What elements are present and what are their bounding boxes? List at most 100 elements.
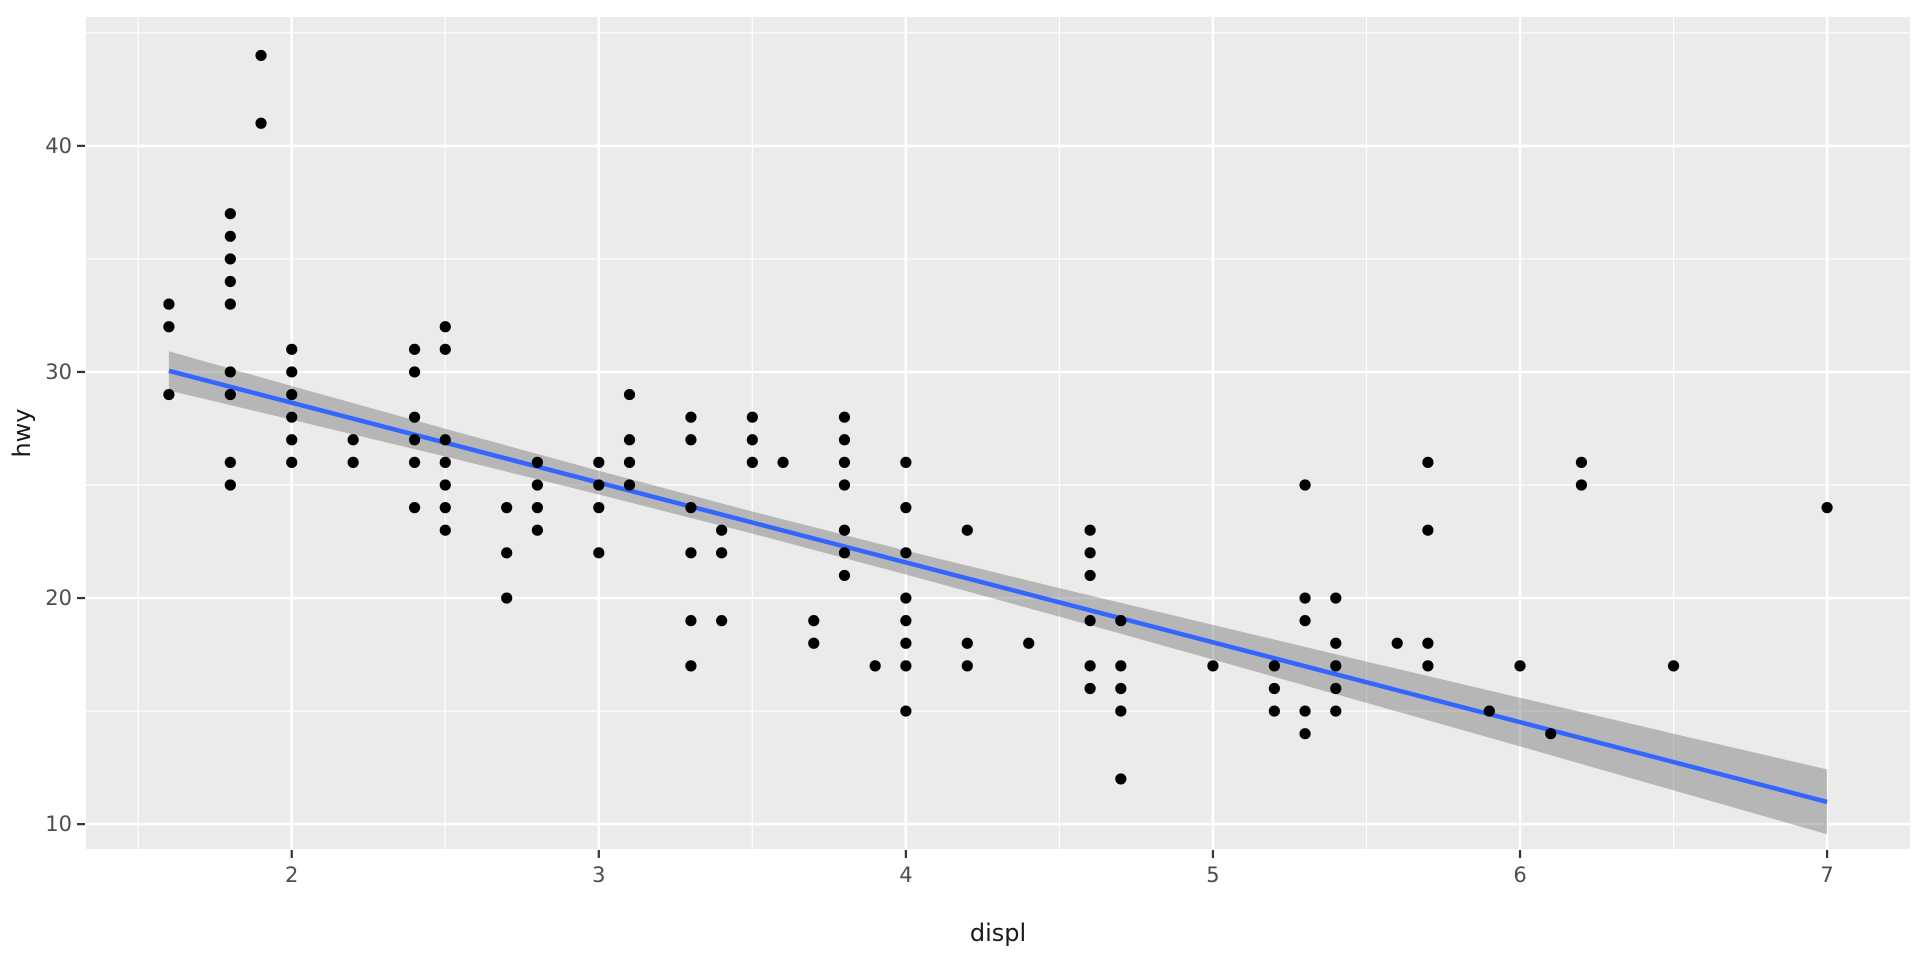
data-point xyxy=(1084,615,1096,627)
data-point xyxy=(808,615,820,627)
data-point xyxy=(163,298,175,310)
data-point xyxy=(685,502,697,514)
data-point xyxy=(255,49,267,62)
x-tick-label: 5 xyxy=(1206,863,1219,887)
data-point xyxy=(1330,637,1342,649)
data-point xyxy=(531,456,543,468)
data-point xyxy=(1483,705,1495,717)
data-point xyxy=(1422,456,1434,468)
data-point xyxy=(808,637,820,649)
y-tick-labels: 10 20 30 40 xyxy=(45,134,72,836)
x-tick-label: 4 xyxy=(899,863,912,887)
data-point xyxy=(746,434,758,446)
data-point xyxy=(286,388,298,401)
data-point xyxy=(286,456,298,468)
data-point xyxy=(1115,773,1127,785)
data-point xyxy=(1391,637,1403,649)
data-point xyxy=(1299,615,1311,627)
data-point xyxy=(838,479,851,491)
data-point xyxy=(900,705,912,717)
y-tick-label: 10 xyxy=(45,812,72,836)
data-point xyxy=(900,660,912,672)
data-point xyxy=(1084,569,1096,582)
data-point xyxy=(716,615,728,627)
data-point xyxy=(900,547,912,559)
data-point xyxy=(1268,705,1280,717)
data-point xyxy=(1330,682,1342,695)
major-gridlines xyxy=(86,17,1910,849)
data-point xyxy=(623,479,636,491)
data-point xyxy=(1821,502,1833,514)
axis-tick-marks xyxy=(77,144,1829,858)
data-point xyxy=(900,502,912,514)
data-point xyxy=(408,343,421,355)
data-point xyxy=(716,547,728,559)
data-point xyxy=(1422,637,1434,649)
data-point xyxy=(838,411,851,423)
x-tick-labels: 2 3 4 5 6 7 xyxy=(285,863,1834,887)
data-point xyxy=(1115,615,1127,627)
data-point xyxy=(1545,728,1557,740)
data-point xyxy=(408,502,421,514)
data-point xyxy=(869,660,881,672)
data-point xyxy=(1330,660,1342,672)
data-point xyxy=(1115,682,1127,695)
data-point xyxy=(439,524,451,536)
data-point xyxy=(255,117,267,129)
data-point xyxy=(224,479,236,491)
data-point xyxy=(1084,660,1096,672)
data-point xyxy=(1207,660,1219,672)
data-point xyxy=(439,456,451,468)
data-point xyxy=(286,366,298,378)
data-point xyxy=(408,411,421,423)
data-point xyxy=(1514,660,1526,672)
data-point xyxy=(961,524,973,536)
data-point xyxy=(224,253,236,265)
data-point xyxy=(224,298,236,310)
y-axis-title: hwy xyxy=(8,408,36,457)
data-point xyxy=(623,388,636,401)
data-point xyxy=(531,524,543,536)
data-point xyxy=(224,208,236,220)
data-point xyxy=(531,502,543,514)
data-point xyxy=(593,456,605,468)
data-point xyxy=(1299,728,1311,740)
data-point xyxy=(501,502,513,514)
data-point xyxy=(685,660,697,672)
data-point xyxy=(900,592,912,604)
data-point xyxy=(1299,592,1311,604)
data-point xyxy=(1268,682,1280,695)
minor-gridlines xyxy=(86,17,1910,849)
data-point xyxy=(623,456,636,468)
data-point xyxy=(286,434,298,446)
y-tick-label: 20 xyxy=(45,586,72,610)
data-point xyxy=(1330,592,1342,604)
data-point xyxy=(593,502,605,514)
x-tick-label: 6 xyxy=(1513,863,1526,887)
data-point xyxy=(685,434,697,446)
data-point xyxy=(1115,660,1127,672)
data-point xyxy=(1299,705,1311,717)
data-point xyxy=(1667,660,1680,672)
data-point xyxy=(347,434,359,446)
x-tick-label: 7 xyxy=(1820,863,1833,887)
data-point xyxy=(224,275,236,288)
data-point xyxy=(1084,547,1096,559)
x-axis-title: displ xyxy=(970,919,1026,947)
data-point xyxy=(1422,524,1434,536)
data-point xyxy=(224,366,236,378)
data-point xyxy=(224,230,236,242)
data-point xyxy=(746,411,758,423)
data-point xyxy=(286,343,298,355)
data-point xyxy=(501,547,513,559)
data-point xyxy=(838,569,851,582)
data-point xyxy=(1330,705,1342,717)
data-point xyxy=(593,547,605,559)
x-tick-label: 3 xyxy=(592,863,605,887)
data-point xyxy=(1575,479,1588,491)
data-point xyxy=(961,637,973,649)
y-tick-label: 40 xyxy=(45,134,72,158)
data-point xyxy=(1084,524,1096,536)
data-point xyxy=(1422,660,1434,672)
